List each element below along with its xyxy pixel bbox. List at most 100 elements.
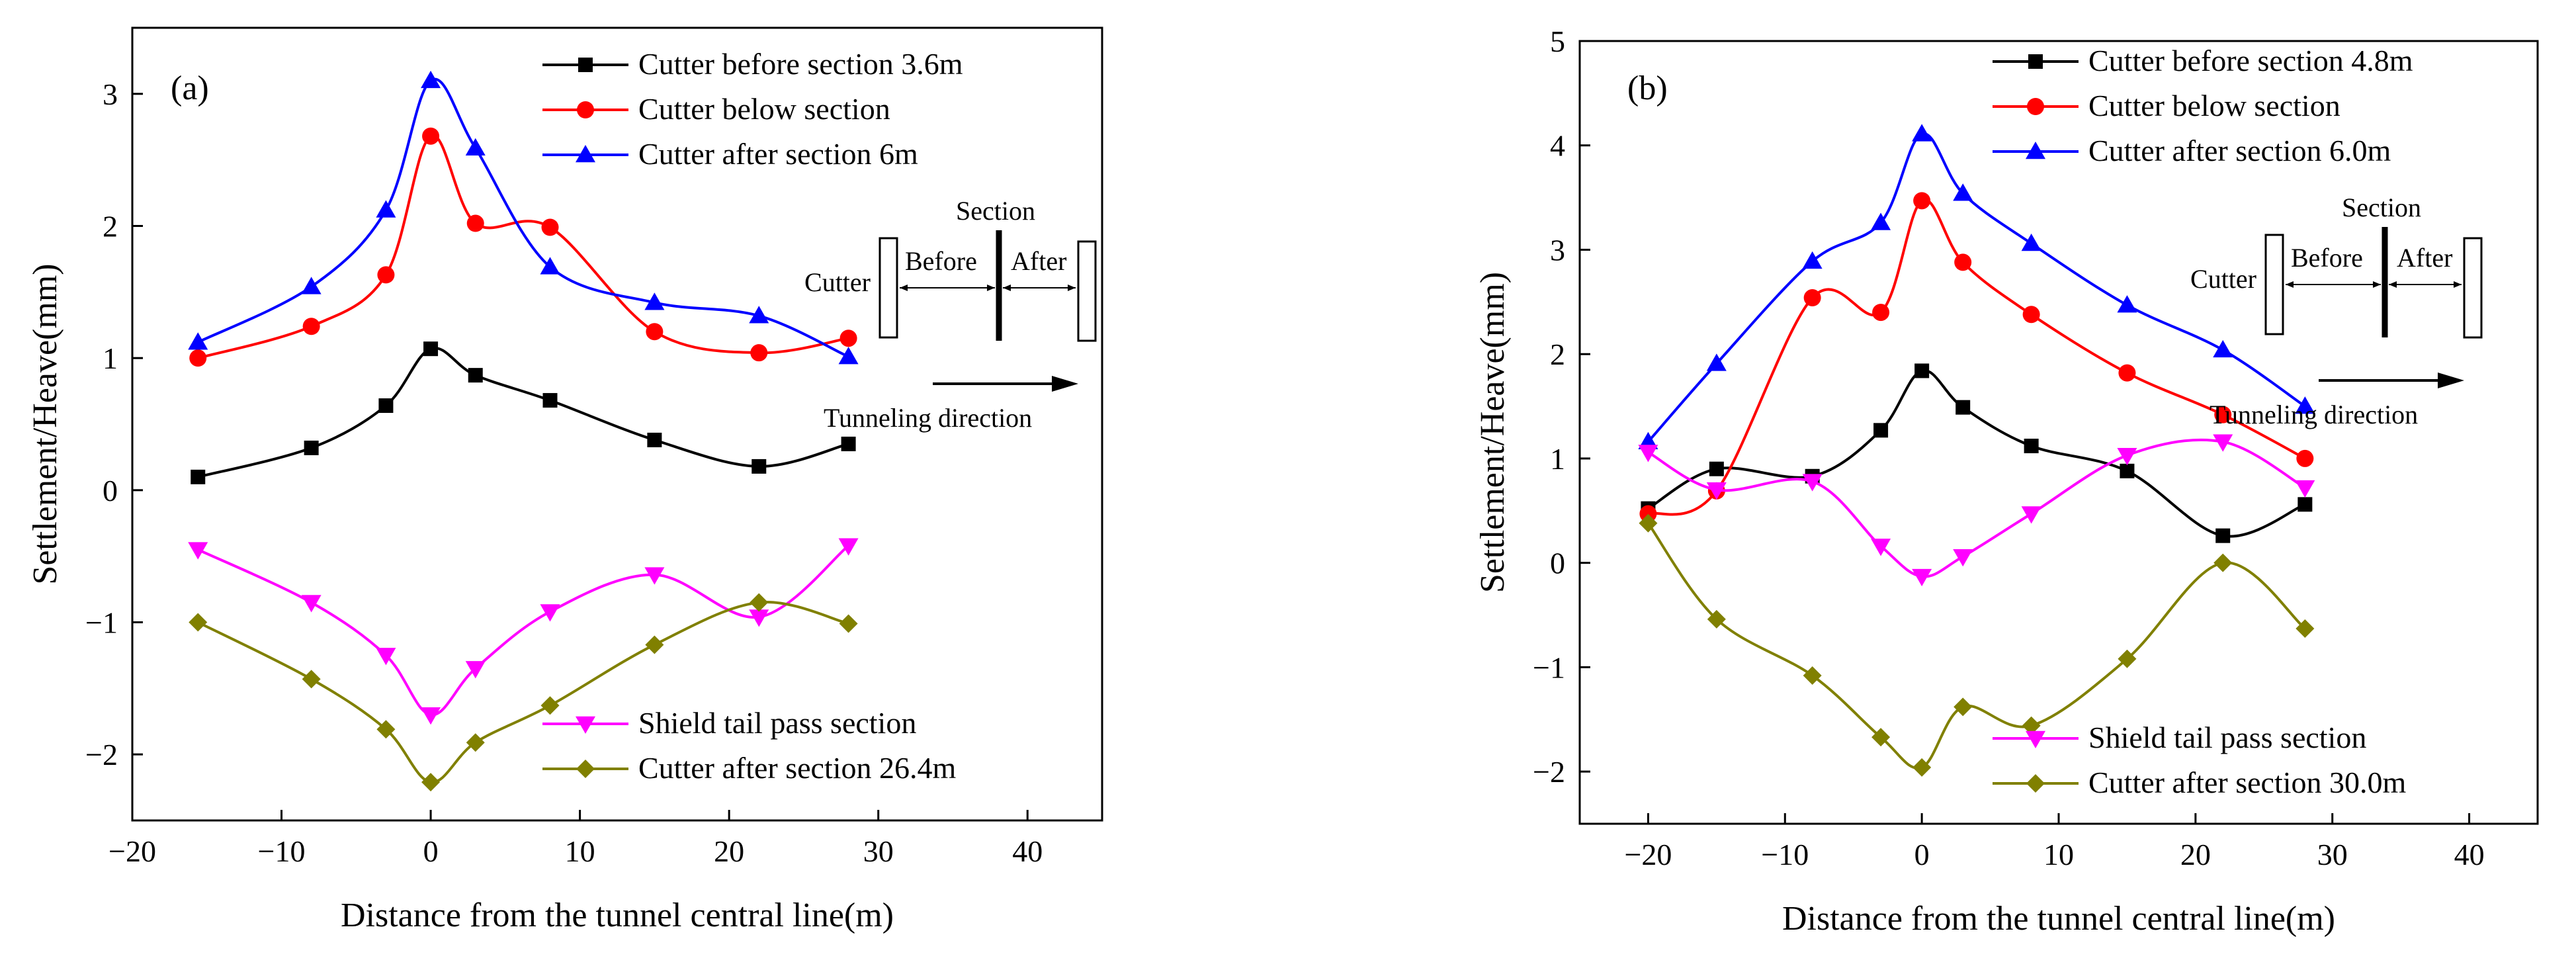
legend-marker [577,101,594,118]
series-shield-tail-pass-section [1638,434,2315,587]
y-tick-label: 3 [1550,233,1565,267]
tunneling-schematic: Cutter Section Before After Tunneling direct… [2190,193,2483,429]
legend-marker [2027,98,2044,115]
data-point [302,670,321,689]
data-point [2297,497,2313,512]
x-tick-label: −20 [108,834,156,868]
inset-direction-label: Tunneling direction [2210,400,2418,429]
inset-after-label: After [1011,246,1066,276]
series-cutter-after-section-30-0m [1639,513,2315,777]
legend-entry: Cutter below section [1993,89,2340,122]
series-line [1647,198,2306,516]
y-tick-label: 4 [1550,129,1565,163]
data-point [2021,506,2041,524]
series-cutter-after-section-6-0m [1638,124,2315,449]
arrowhead [1068,285,1076,291]
data-point [1706,353,1727,371]
series-line [197,545,849,717]
data-point [1802,251,1823,269]
x-tick-label: 10 [565,834,595,868]
x-tick-label: 20 [714,834,744,868]
data-point [749,306,769,324]
data-point [1639,505,1657,523]
legend-label: Shield tail pass section [638,706,916,740]
data-point [468,368,483,383]
panel-label: (b) [1627,69,1668,107]
panel-label: (a) [171,69,209,107]
inset-section-label: Section [2342,193,2421,222]
data-point [2295,480,2315,498]
data-point [540,696,560,715]
series-cutter-after-section-26-4m [189,593,858,792]
data-point [421,707,441,725]
data-point [191,469,206,484]
y-tick-label: 2 [103,210,118,243]
data-point [1914,363,1930,378]
inset-section-label: Section [956,196,1035,226]
x-tick-label: 30 [863,834,894,868]
data-point [841,436,856,451]
data-point [466,214,484,232]
data-point [1954,253,1972,271]
data-point [422,127,440,145]
x-tick-label: 20 [2180,838,2211,871]
data-point [465,661,486,679]
legend-entry: Cutter after section 30.0m [1993,766,2407,799]
legend-label: Cutter below section [638,92,890,126]
x-tick-label: 0 [1914,838,1930,871]
arrowhead [2286,281,2294,288]
inset-direction-label: Tunneling direction [824,403,1032,433]
cutter-box [879,237,898,339]
data-point [1872,304,1890,322]
data-point [465,138,486,155]
data-point [1912,758,1932,777]
y-tick-label: 2 [1550,337,1565,371]
inset-before-label: Before [905,246,977,276]
data-point [189,349,207,367]
y-axis-title: Settlement/Heave(mm) [26,263,64,584]
data-point [839,614,858,633]
data-point [838,347,859,365]
legend-label: Shield tail pass section [2088,721,2366,754]
data-point [2117,295,2137,313]
data-point [188,332,208,350]
data-point [2213,339,2233,358]
data-point [376,648,396,666]
data-point [1638,445,1658,462]
inset-after-label: After [2397,243,2452,273]
x-tick-label: 30 [2317,838,2348,871]
data-point [1639,513,1658,533]
legend-entry: Cutter before section 3.6m [542,47,963,81]
shield-box [2463,237,2483,339]
x-axis-title: Distance from the tunnel central line(m) [1782,900,2335,938]
data-point [751,459,767,474]
series-line [197,347,849,478]
data-point [750,593,769,612]
data-point [1953,183,1973,201]
x-tick-label: 40 [2454,838,2485,871]
y-tick-label: 1 [1550,442,1565,476]
inset-before-label: Before [2291,243,2363,273]
legend-entry: Cutter after section 26.4m [542,751,957,785]
arrowhead [900,285,908,291]
legend-marker [2026,730,2045,748]
data-point [2214,406,2232,423]
data-point [647,432,662,447]
data-point [2213,553,2233,572]
data-point [302,318,320,335]
legend-marker [2026,774,2045,793]
data-point [2021,234,2041,251]
data-point [2296,449,2314,467]
legend-marker [576,145,595,163]
data-point [839,330,857,347]
data-point [304,440,319,455]
data-point [2117,447,2137,466]
legend-entry: Shield tail pass section [1993,721,2366,754]
data-point [2118,649,2137,668]
data-point [1871,539,1891,556]
data-point [645,635,664,654]
direction-arrow-head [2438,373,2464,388]
data-point [421,773,441,792]
